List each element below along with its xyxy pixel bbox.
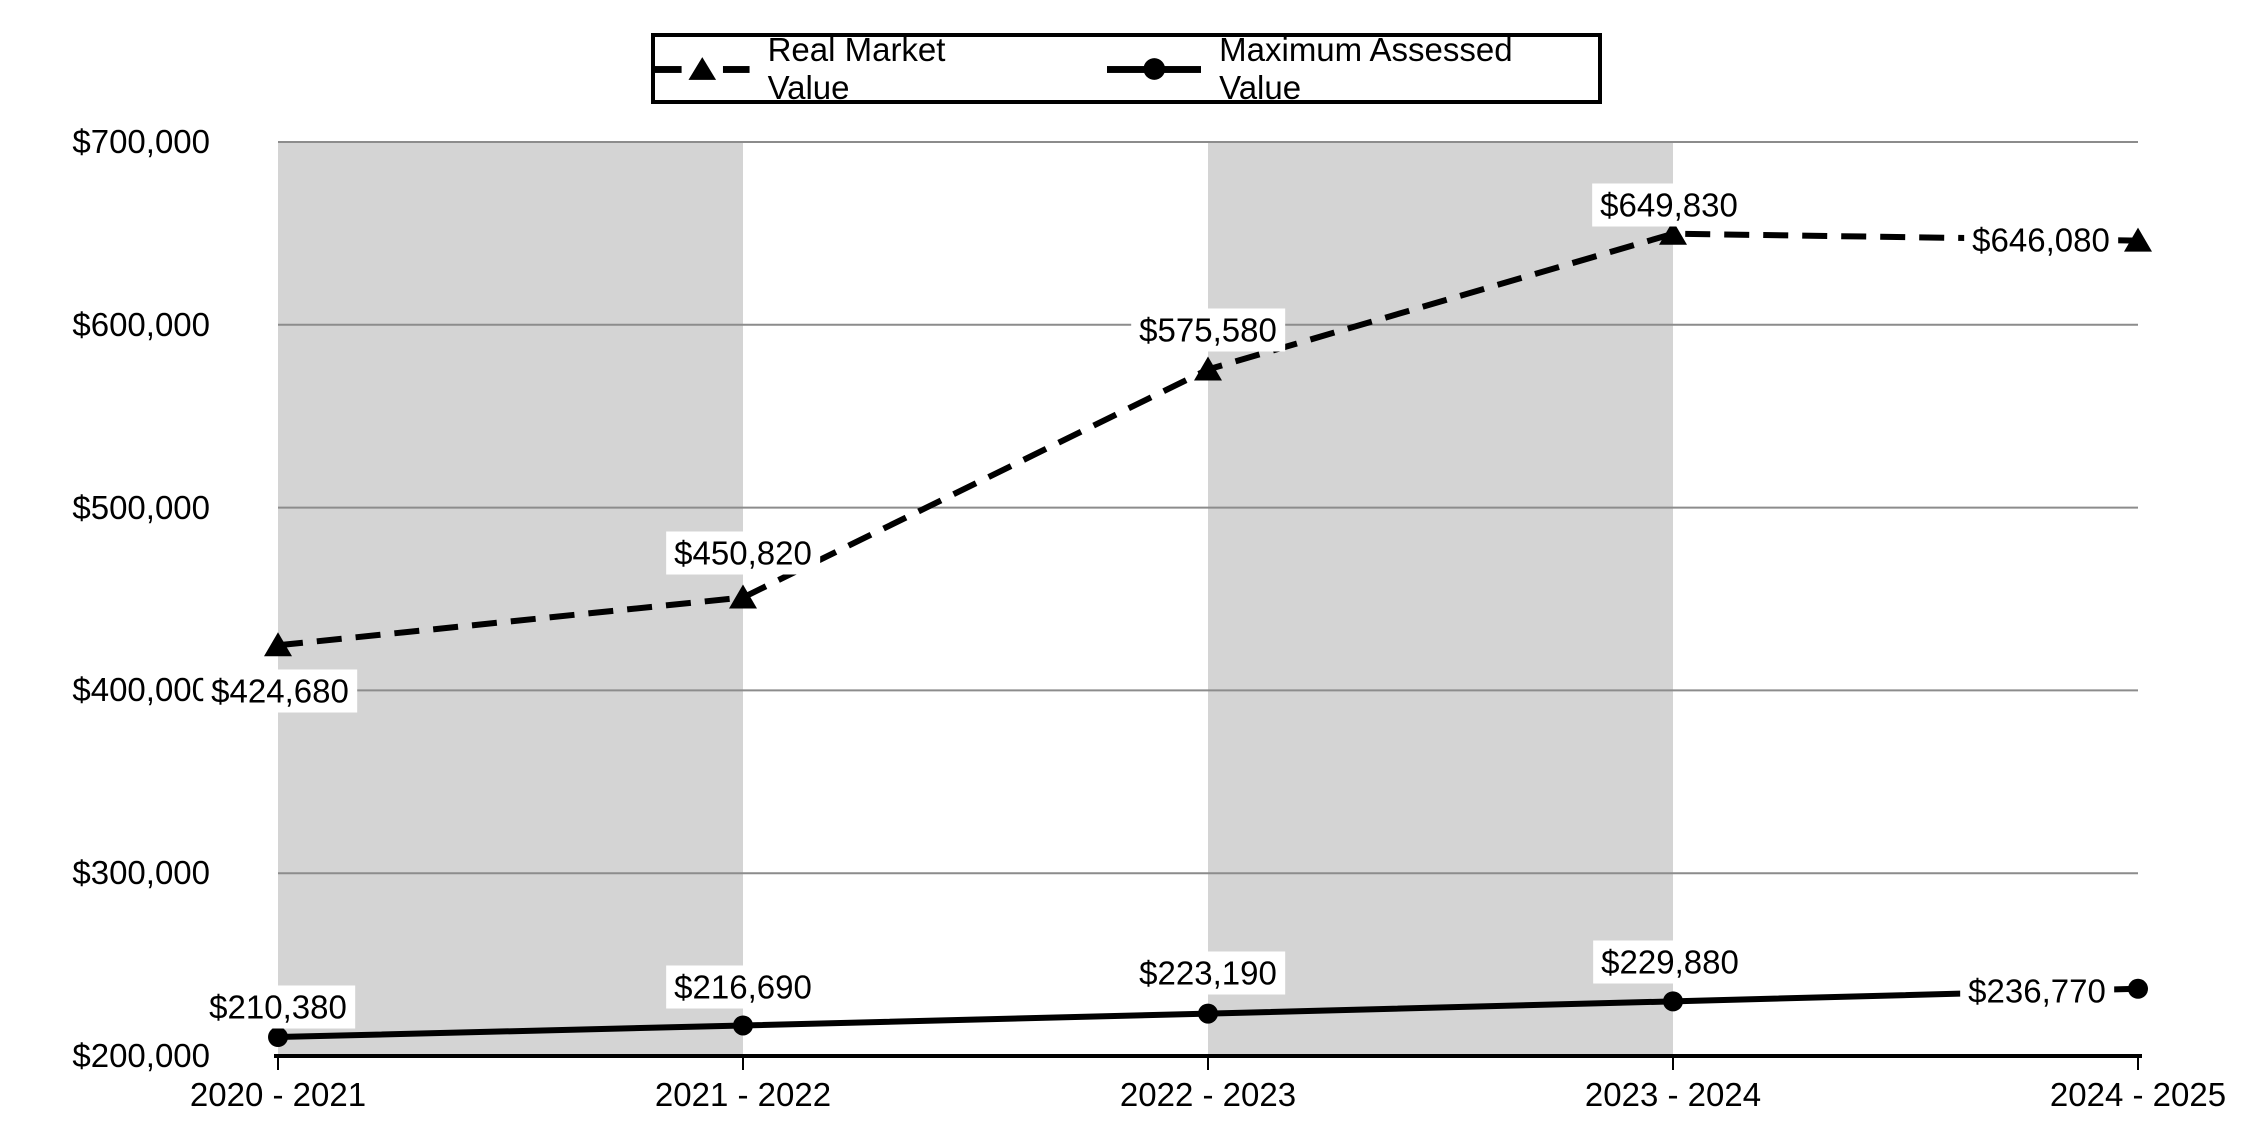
data-label-mav-2022-2023: $223,190	[1131, 951, 1285, 995]
data-label-rmv-2023-2024: $649,830	[1592, 183, 1746, 227]
solid-circle-line-icon	[1106, 57, 1202, 80]
x-axis-tick-label: 2023 - 2024	[1584, 1076, 1762, 1113]
x-axis-tick-label: 2022 - 2023	[1119, 1076, 1297, 1113]
legend-item-real-market-value: Real Market Value	[655, 31, 1033, 107]
data-label-rmv-2022-2023: $575,580	[1131, 308, 1285, 352]
legend-label-maximum-assessed-value: Maximum Assessed Value	[1219, 30, 1513, 106]
legend-label-real-market-value: Real Market Value	[767, 30, 946, 106]
data-label-mav-2020-2021: $210,380	[201, 985, 355, 1029]
y-axis-tick-label: $700,000	[72, 123, 210, 160]
y-axis-tick-label: $400,000	[72, 671, 210, 709]
legend: Real Market Value Maximum Assessed Value	[651, 30, 1602, 107]
y-axis-tick-label: $600,000	[72, 305, 210, 343]
y-axis-tick-label: $300,000	[72, 854, 210, 892]
dashed-triangle-line-icon	[655, 56, 750, 80]
data-label-rmv-2024-2025: $646,080	[1964, 218, 2118, 262]
data-label-rmv-2021-2022: $450,820	[666, 531, 820, 574]
data-label-mav-2021-2022: $216,690	[666, 965, 820, 1009]
x-axis-tick-label: 2024 - 2025	[2049, 1076, 2227, 1113]
data-label-mav-2023-2024: $229,880	[1593, 940, 1747, 984]
legend-item-maximum-assessed-value: Maximum Assessed Value	[1106, 30, 1598, 107]
data-label-mav-2024-2025: $236,770	[1960, 969, 2114, 1013]
y-axis-tick-label: $500,000	[72, 488, 210, 526]
data-label-rmv-2020-2021: $424,680	[203, 669, 357, 713]
y-axis-tick-label: $200,000	[72, 1037, 210, 1074]
x-axis-tick-label: 2020 - 2021	[189, 1076, 367, 1113]
x-axis-tick-label: 2021 - 2022	[654, 1076, 832, 1113]
